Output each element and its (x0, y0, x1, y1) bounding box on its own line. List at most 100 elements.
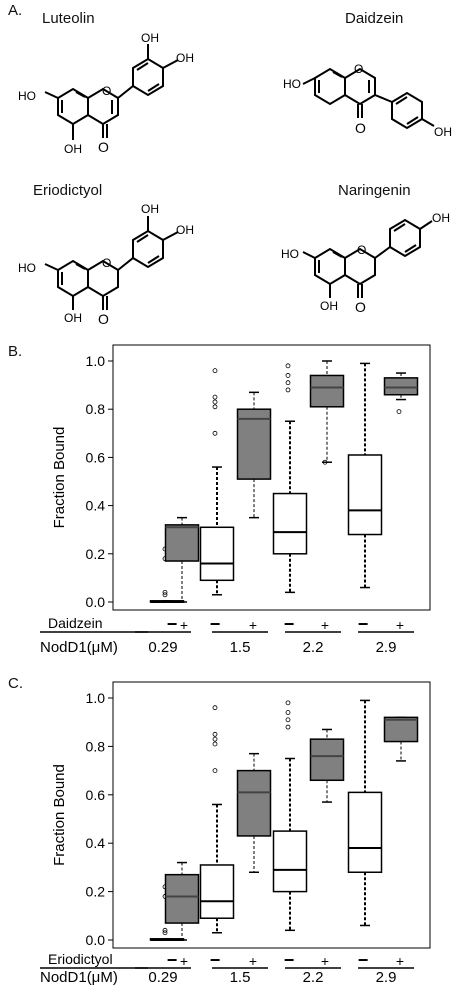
outlier-point (212, 404, 218, 410)
outlier-point (162, 930, 168, 936)
box (199, 864, 235, 919)
box (383, 716, 419, 743)
outlier-point (162, 589, 168, 595)
atom-label: O (102, 84, 111, 98)
outlier-point (212, 705, 218, 711)
outlier-point (212, 731, 218, 737)
atom-label: O (98, 139, 109, 155)
chemical-structures: O O HO OH OH OH O O HO OH (18, 31, 452, 327)
ligand-minus-label: − (284, 614, 295, 634)
molecule-structure-luteolin: O O HO OH OH OH (18, 31, 194, 156)
group-label: 2.2 (303, 639, 324, 656)
molecule-name-daidzein: Daidzein (345, 10, 404, 27)
y-tick-label: 0.0 (86, 932, 106, 948)
panel-label-c: C. (8, 675, 23, 692)
outlier-point (212, 768, 218, 773)
outlier-point (212, 399, 218, 405)
box (236, 408, 272, 480)
molecule-name-naringenin: Naringenin (338, 182, 411, 199)
ligand-label: Daidzein (48, 615, 102, 631)
y-tick-label: 0.4 (86, 498, 106, 514)
y-tick-label: 0.6 (86, 787, 106, 803)
atom-label: O (355, 120, 366, 136)
plot-frame (112, 681, 431, 949)
molecule-structure-eriodictyol: O O HO OH OH OH (18, 202, 194, 327)
outlier-point (212, 368, 218, 374)
y-tick-label: 0.4 (86, 835, 106, 851)
outlier-point (212, 430, 218, 436)
ligand-minus-label: − (210, 614, 221, 634)
box (164, 524, 200, 562)
ligand-minus-label: − (167, 950, 178, 970)
outlier-point (212, 741, 218, 747)
y-tick-label: 0.8 (86, 738, 106, 754)
outlier-point (285, 700, 291, 706)
molecule-name-luteolin: Luteolin (42, 10, 95, 27)
atom-label: OH (434, 125, 452, 139)
ligand-plus-label: + (180, 617, 188, 633)
panel-label-b: B. (8, 343, 23, 360)
atom-label: HO (281, 247, 299, 261)
atom-label: OH (176, 223, 194, 237)
atom-label: OH (141, 31, 159, 45)
outlier-point (285, 380, 291, 386)
ligand-plus-label: + (396, 953, 404, 969)
y-tick-label: 1.0 (86, 353, 106, 369)
ligand-minus-label: − (358, 950, 369, 970)
group-label: 0.29 (148, 969, 177, 986)
outlier-point (396, 409, 402, 415)
outlier-point (285, 717, 291, 723)
atom-label: OH (64, 142, 82, 156)
outlier-point (162, 592, 168, 598)
atom-label: HO (283, 77, 301, 91)
outlier-point (162, 927, 168, 933)
box (236, 769, 272, 837)
group-label: 2.2 (303, 969, 324, 986)
box (347, 791, 383, 873)
box (309, 374, 345, 408)
box (272, 492, 308, 555)
outlier-point (285, 387, 291, 393)
atom-label: OH (432, 211, 450, 225)
group-label: 2.9 (376, 969, 397, 986)
box (272, 830, 308, 893)
ligand-plus-label: + (249, 617, 257, 633)
ligand-minus-label: − (167, 614, 178, 634)
molecule-name-eriodictyol: Eriodictyol (33, 182, 103, 199)
ligand-plus-label: + (180, 953, 188, 969)
ligand-plus-label: + (321, 617, 329, 633)
y-tick-label: 1.0 (86, 690, 106, 706)
atom-label: HO (18, 261, 36, 275)
group-label: 1.5 (230, 969, 251, 986)
outlier-point (212, 736, 218, 742)
outlier-point (322, 459, 328, 465)
atom-label: O (355, 299, 366, 315)
atom-label: O (357, 243, 366, 257)
outlier-point (212, 394, 218, 400)
atom-label: HO (18, 89, 36, 103)
group-label: 2.9 (376, 639, 397, 656)
box (199, 526, 235, 582)
box (164, 873, 200, 924)
group-label: 1.5 (230, 639, 251, 656)
outlier-point (285, 724, 291, 730)
ligand-minus-label: − (284, 950, 295, 970)
ligand-plus-label: + (321, 953, 329, 969)
y-tick-label: 0.2 (86, 546, 106, 562)
outlier-point (285, 363, 291, 369)
box (309, 738, 345, 782)
atom-label: O (354, 62, 363, 76)
box (347, 454, 383, 536)
y-axis-label: Fraction Bound (51, 427, 68, 529)
outlier-point (285, 373, 291, 378)
y-tick-label: 0.8 (86, 401, 106, 417)
atom-label: OH (64, 311, 82, 325)
atom-label: O (98, 311, 109, 327)
ligand-label: Eriodictyol (48, 951, 113, 967)
atom-label: OH (141, 202, 159, 216)
ligand-minus-label: − (210, 950, 221, 970)
atom-label: OH (176, 51, 194, 65)
y-axis-label: Fraction Bound (51, 764, 68, 866)
